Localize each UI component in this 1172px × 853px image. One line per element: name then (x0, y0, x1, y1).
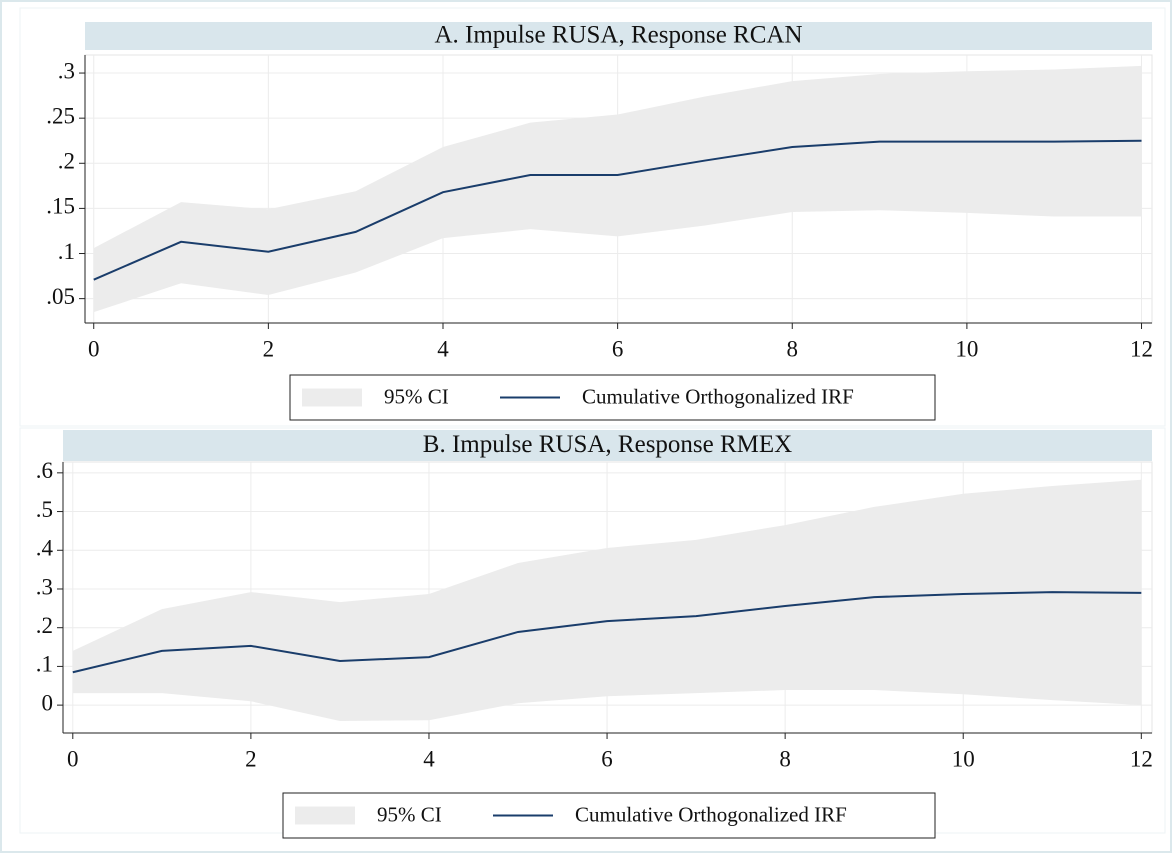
x-tick-label: 0 (88, 336, 100, 361)
y-tick-label: .5 (36, 497, 53, 522)
y-tick-label: .05 (46, 284, 75, 309)
y-tick-label: .6 (36, 458, 53, 483)
y-tick-label: .25 (46, 103, 75, 128)
x-tick-label: 6 (612, 336, 624, 361)
legend-swatch (295, 806, 355, 825)
legend-label: Cumulative Orthogonalized IRF (575, 802, 847, 826)
chart-title: A. Impulse RUSA, Response RCAN (434, 22, 802, 49)
legend-swatch (302, 388, 362, 407)
irf-line (72, 591, 1142, 674)
x-tick-label: 4 (437, 336, 449, 361)
chart-title: B. Impulse RUSA, Response RMEX (423, 431, 792, 458)
y-tick-label: .4 (36, 536, 54, 561)
legend-label: 95% CI (377, 802, 442, 826)
y-tick-label: .1 (36, 652, 53, 677)
x-tick-label: 4 (423, 746, 435, 771)
x-tick-label: 8 (779, 746, 791, 771)
legend (282, 792, 936, 839)
x-tick-label: 12 (1130, 336, 1153, 361)
legend (289, 374, 936, 421)
ci-band (93, 65, 1142, 313)
x-tick-label: 0 (67, 746, 79, 771)
x-tick-label: 10 (955, 336, 978, 361)
title-bar (85, 22, 1152, 50)
x-tick-label: 12 (1130, 746, 1153, 771)
legend-label: 95% CI (384, 384, 449, 408)
y-tick-label: .2 (36, 613, 53, 638)
x-tick-label: 2 (245, 746, 257, 771)
irf-line (93, 139, 1142, 281)
y-tick-label: .3 (36, 574, 53, 599)
x-tick-label: 10 (952, 746, 975, 771)
x-tick-label: 6 (601, 746, 613, 771)
y-tick-label: .2 (58, 149, 75, 174)
y-tick-label: .15 (46, 194, 75, 219)
legend-label: Cumulative Orthogonalized IRF (582, 384, 854, 408)
y-tick-label: .3 (58, 58, 75, 83)
y-tick-label: 0 (42, 690, 54, 715)
y-tick-label: .1 (58, 239, 75, 264)
title-bar (63, 430, 1152, 461)
x-tick-label: 2 (263, 336, 275, 361)
x-tick-label: 8 (787, 336, 799, 361)
